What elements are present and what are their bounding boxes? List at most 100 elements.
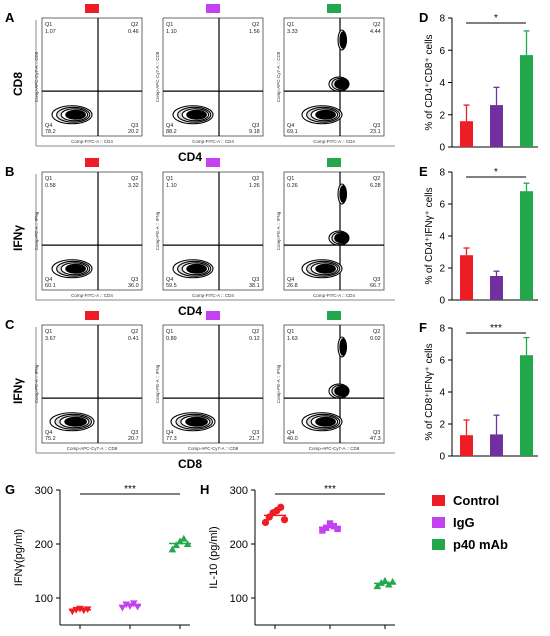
- q3-label: Q3: [252, 277, 259, 283]
- q2-value: 3.32: [128, 183, 139, 189]
- q4-label: Q4: [287, 277, 294, 283]
- q3-label: Q3: [252, 430, 259, 436]
- flow-plot-a3: [283, 4, 385, 137]
- plot-y-channel: Comp-PE-A :: IFNg: [276, 211, 281, 250]
- population-contour: [339, 338, 348, 356]
- panel-letter-f: F: [419, 320, 427, 335]
- panel-letter-d: D: [419, 10, 428, 25]
- panel-letter-g: G: [5, 482, 15, 497]
- flow-plot-b1: [41, 158, 143, 291]
- data-point: [373, 582, 382, 590]
- y-tick-label: 0: [439, 143, 445, 154]
- q1-value: 3.67: [45, 336, 56, 342]
- y-tick-label: 100: [35, 593, 53, 605]
- q2-label: Q2: [373, 329, 380, 335]
- population-contour: [64, 416, 87, 427]
- plot-x-channel: Comp-FITC-A :: CD4: [71, 139, 113, 144]
- group-color-tag: [206, 4, 220, 13]
- flow-plot-a2: [162, 4, 264, 137]
- q1-label: Q1: [166, 329, 173, 335]
- q1-label: Q1: [287, 176, 294, 182]
- significance-mark: *: [494, 167, 498, 178]
- q1-value: 0.58: [45, 183, 56, 189]
- q4-value: 59.5: [166, 283, 177, 289]
- data-point: [330, 522, 337, 530]
- population-contour: [339, 31, 348, 49]
- y-tick-label: 0: [439, 296, 445, 307]
- y-tick-label: 2: [439, 264, 445, 275]
- q1-label: Q1: [45, 176, 52, 182]
- q2-value: 0.46: [128, 29, 139, 35]
- q4-label: Q4: [45, 430, 52, 436]
- y-tick-label: 200: [230, 539, 248, 551]
- plot-x-channel: Comp-FITC-A :: CD4: [71, 293, 113, 298]
- group-color-tag: [327, 311, 341, 320]
- plot-y-channel: Comp-PE-A :: IFNg: [155, 364, 160, 403]
- q3-value: 20.7: [128, 436, 139, 442]
- q1-value: 1.63: [287, 336, 298, 342]
- plot-x-channel: Comp-APC-Cy7-A :: CD8: [309, 446, 360, 451]
- plot-x-channel: Comp-FITC-A :: CD4: [192, 293, 234, 298]
- q4-value: 69.1: [287, 129, 298, 135]
- bar-igg: [490, 276, 503, 300]
- q2-label: Q2: [131, 22, 138, 28]
- q3-value: 21.7: [249, 436, 260, 442]
- plot-x-channel: Comp-FITC-A :: CD4: [313, 293, 355, 298]
- q1-label: Q1: [166, 22, 173, 28]
- legend-label-1: IgG: [453, 515, 475, 530]
- q4-value: 40.0: [287, 436, 298, 442]
- flow-plot-b2: [162, 158, 264, 291]
- q2-value: 4.44: [370, 29, 381, 35]
- q3-label: Q3: [373, 277, 380, 283]
- population-contour: [186, 109, 207, 120]
- flow-y-label: IFNγ: [11, 225, 25, 251]
- y-tick-label: 100: [230, 593, 248, 605]
- data-point: [133, 603, 142, 611]
- flow-x-label: CD4: [178, 150, 202, 164]
- flow-y-label: IFNγ: [11, 378, 25, 404]
- y-tick-label: 4: [439, 388, 445, 399]
- y-tick-label: 8: [439, 14, 445, 25]
- q3-label: Q3: [373, 430, 380, 436]
- q1-value: 1.07: [45, 29, 56, 35]
- significance-mark: *: [494, 13, 498, 24]
- population-contour: [65, 263, 86, 274]
- population-contour: [339, 185, 348, 203]
- plot-x-channel: Comp-APC-Cy7-A :: CD8: [188, 446, 239, 451]
- bar-control: [460, 435, 473, 456]
- data-point: [172, 541, 180, 549]
- q3-value: 47.3: [370, 436, 381, 442]
- q3-value: 20.2: [128, 129, 139, 135]
- y-tick-label: 4: [439, 78, 445, 89]
- panel-letter-h: H: [200, 482, 209, 497]
- plot-x-channel: Comp-FITC-A :: CD4: [192, 139, 234, 144]
- flow-plot-c3: [283, 311, 385, 444]
- q2-value: 0.41: [128, 336, 139, 342]
- q4-label: Q4: [45, 277, 52, 283]
- q4-value: 78.2: [45, 129, 56, 135]
- q1-label: Q1: [166, 176, 173, 182]
- q1-value: 0.89: [166, 336, 177, 342]
- plot-x-channel: Comp-FITC-A :: CD4: [313, 139, 355, 144]
- panel-letter-b: B: [5, 164, 14, 179]
- flow-x-label: CD8: [178, 457, 202, 471]
- q2-value: 6.28: [370, 183, 381, 189]
- q4-label: Q4: [166, 277, 173, 283]
- significance-mark: ***: [490, 323, 502, 334]
- data-point: [277, 503, 285, 511]
- q2-label: Q2: [252, 176, 259, 182]
- y-tick-label: 8: [439, 324, 445, 335]
- legend-swatch-2: [432, 539, 445, 550]
- scatter-plot-h: [251, 489, 397, 629]
- population-contour: [334, 385, 349, 397]
- panel-letter-a: A: [5, 10, 15, 25]
- bar-chart-e: [448, 171, 538, 301]
- data-point: [319, 527, 326, 534]
- q2-value: 0.02: [370, 336, 381, 342]
- y-tick-label: 6: [439, 46, 445, 57]
- bar-chart-d: [448, 17, 538, 148]
- population-contour: [315, 109, 336, 120]
- bar-igg: [490, 434, 503, 456]
- legend-swatch-0: [432, 495, 445, 506]
